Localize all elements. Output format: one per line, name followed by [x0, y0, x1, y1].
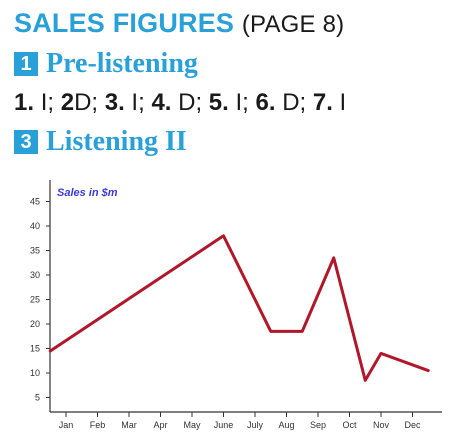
- section-pre-listening: 1 Pre-listening: [14, 48, 198, 80]
- section-number-badge: 1: [14, 52, 38, 76]
- sales-series-line: [48, 234, 430, 382]
- answer-number: 4.: [151, 89, 172, 116]
- y-tick-label: 40: [30, 221, 40, 231]
- answer-value: D;: [74, 89, 99, 116]
- answer-number: 1.: [14, 89, 35, 116]
- x-tick-label: Oct: [342, 420, 357, 430]
- x-tick-label: Jan: [59, 420, 74, 430]
- y-tick-label: 45: [30, 197, 40, 207]
- x-tick-label: Nov: [373, 420, 390, 430]
- answer-value: I;: [235, 89, 249, 116]
- x-tick-label: Apr: [153, 420, 167, 430]
- page-title: SALES FIGURES (PAGE 8): [14, 8, 344, 39]
- answer-number: 5.: [208, 89, 229, 116]
- y-tick-label: 10: [30, 368, 40, 378]
- answer-value: D;: [178, 89, 203, 116]
- answer-number: 6.: [255, 89, 276, 116]
- x-tick-label: May: [183, 420, 201, 430]
- answer-value: D;: [282, 89, 307, 116]
- title-text: SALES FIGURES: [14, 8, 235, 38]
- answer-value: I: [339, 89, 347, 116]
- x-tick-label: Dec: [404, 420, 421, 430]
- x-tick-label: Sep: [310, 420, 326, 430]
- y-tick-label: 35: [30, 246, 40, 256]
- answer-number: 2: [60, 89, 75, 116]
- answer-number: 7.: [312, 89, 333, 116]
- section-title: Listening II: [46, 126, 187, 157]
- answer-number: 3.: [104, 89, 125, 116]
- section-title: Pre-listening: [46, 48, 198, 79]
- x-tick-label: Feb: [90, 420, 106, 430]
- y-tick-label: 25: [30, 295, 40, 305]
- y-tick-label: 5: [35, 393, 40, 403]
- x-tick-label: June: [214, 420, 234, 430]
- answer-key: 1. I; 2D; 3. I; 4. D; 5. I; 6. D; 7. I: [14, 89, 346, 117]
- answer-value: I;: [131, 89, 145, 116]
- x-tick-label: Mar: [121, 420, 137, 430]
- section-number-badge: 3: [14, 130, 38, 154]
- answer-value: I;: [40, 89, 55, 116]
- section-listening-ii: 3 Listening II: [14, 126, 187, 158]
- x-tick-label: July: [247, 420, 264, 430]
- y-tick-label: 15: [30, 344, 40, 354]
- chart-title: Sales in $m: [57, 187, 118, 199]
- x-tick-label: Aug: [278, 420, 294, 430]
- y-tick-label: 30: [30, 270, 40, 280]
- y-tick-label: 20: [30, 319, 40, 329]
- page-reference: (PAGE 8): [241, 11, 345, 38]
